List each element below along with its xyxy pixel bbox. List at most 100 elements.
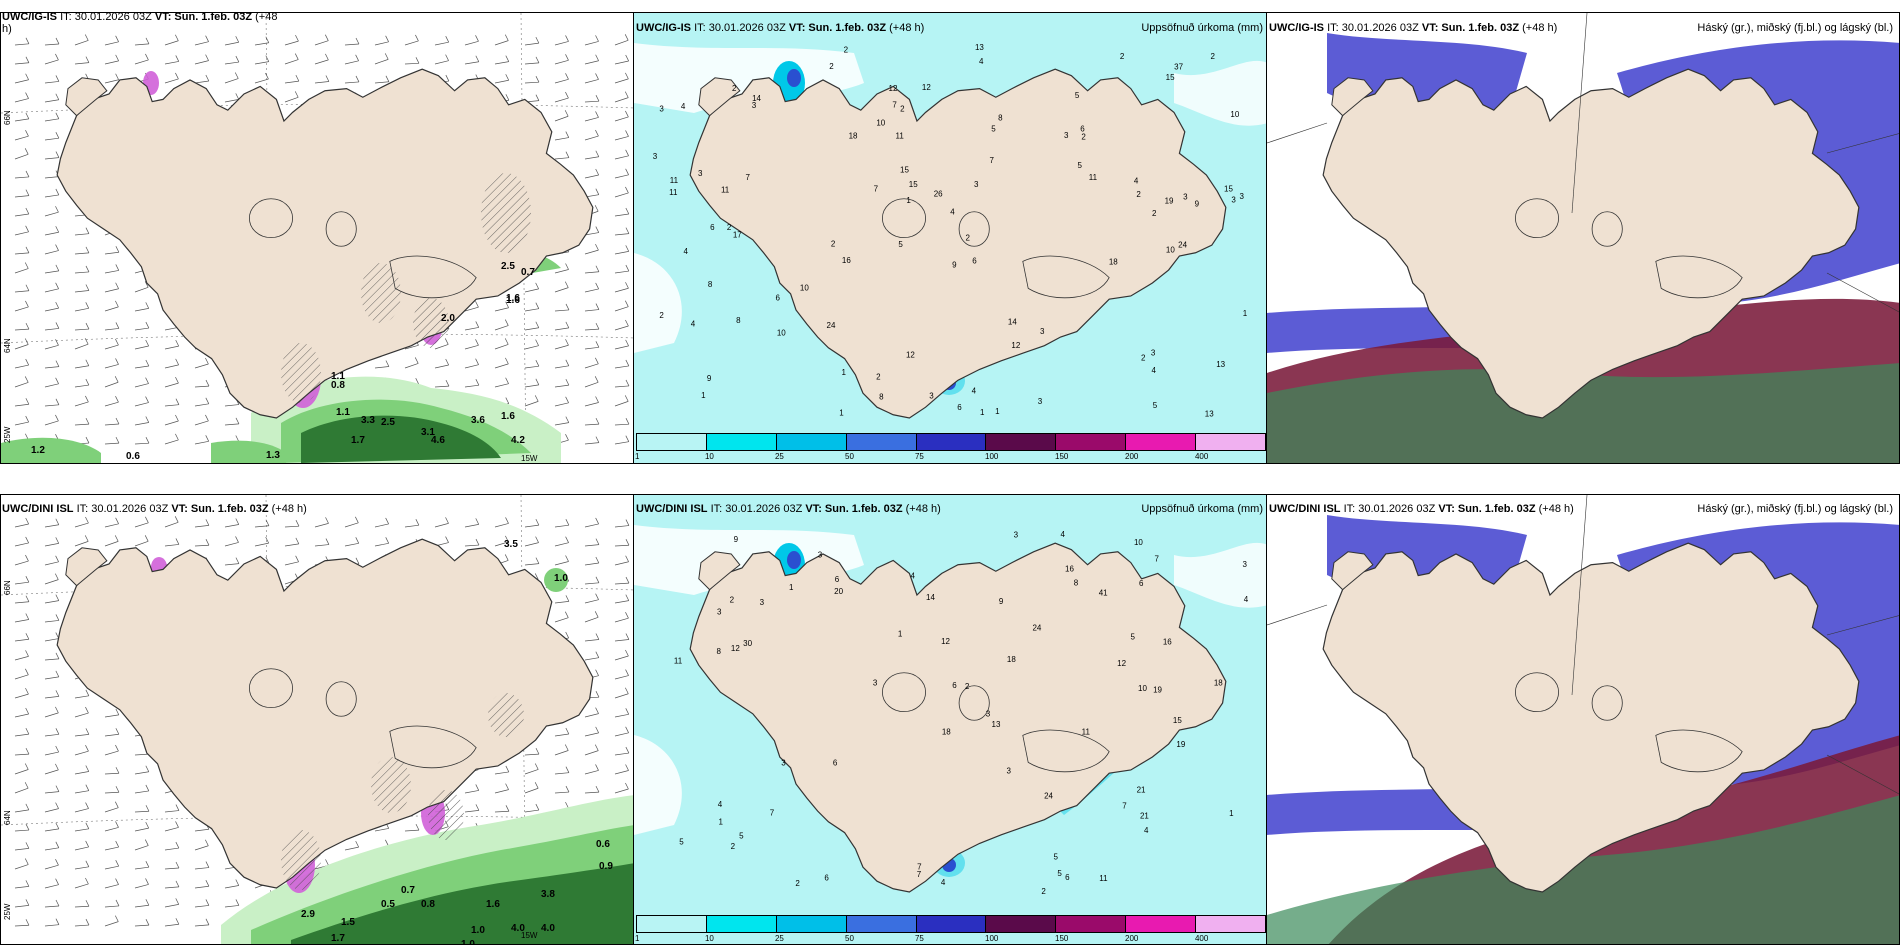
wind-barb-flag (565, 303, 570, 311)
wind-barb (134, 753, 149, 756)
wind-barb-flag (205, 880, 210, 887)
wind-barb-flag (535, 747, 540, 755)
colorbar-tick: 400 (1194, 934, 1209, 943)
wind-barb (104, 288, 119, 293)
wind-barb (524, 769, 539, 775)
wind-barb-flag (25, 747, 30, 755)
wind-barb (314, 544, 329, 547)
wind-barbs (14, 516, 630, 927)
precip-colorbar (636, 915, 1266, 933)
wind-barb (14, 252, 29, 255)
wind-barb-flag (145, 377, 149, 384)
precip-value-label: 3 (929, 392, 934, 401)
wind-barb-flag (415, 519, 420, 526)
glacier-outline (1655, 729, 1743, 773)
wind-barb-flag (475, 518, 480, 525)
wind-barb (614, 561, 629, 566)
lat-label: 64N (3, 810, 12, 825)
wind-barb (464, 61, 479, 65)
precip-value-label: 6 (833, 758, 838, 767)
wind-barb (14, 382, 29, 388)
wind-barb-flag (25, 189, 30, 196)
value-label: 1.1 (336, 407, 350, 418)
precip-value-label: 8 (1074, 579, 1079, 588)
wind-barb (14, 601, 29, 604)
wind-barb-flag (535, 378, 540, 385)
wind-barb (134, 422, 149, 426)
wind-barb-flag (325, 859, 329, 866)
wind-barb-flag (565, 416, 570, 423)
wind-barb-flag (265, 36, 270, 43)
precip-value-label: 7 (892, 100, 897, 109)
wind-barb (254, 42, 269, 46)
wind-barb-flag (595, 396, 599, 403)
precip-value-label: 24 (1178, 240, 1187, 249)
wind-barb-flag (294, 53, 299, 60)
iceland-landmass (689, 68, 1227, 419)
wind-barb-flag (325, 538, 330, 545)
wind-barb (44, 157, 59, 160)
panel-cloud-dini: UWC/DINI ISL IT: 30.01.2026 03Z VT: Sun.… (1266, 494, 1900, 945)
wind-barb (554, 733, 569, 737)
precip-value-label: 3 (1040, 327, 1045, 336)
precip-max (787, 551, 801, 569)
wind-barb-flag (534, 763, 539, 770)
wind-barb (464, 790, 479, 794)
wind-barb (44, 307, 59, 312)
wind-barb (44, 924, 59, 927)
wind-barb (614, 600, 629, 604)
wind-barb (134, 327, 149, 331)
snow-hatch-area (481, 173, 531, 253)
wind-barb (614, 385, 629, 388)
wind-barb-flag (55, 377, 59, 384)
wind-barb (44, 791, 59, 794)
colorbar-swatch (986, 434, 1057, 450)
colorbar-tick: 50 (845, 452, 854, 461)
wind-barb (44, 328, 59, 331)
wind-barb (134, 827, 149, 832)
wind-barb (524, 365, 539, 369)
wind-barb-flag (625, 264, 630, 272)
precip-value-label: 24 (1044, 791, 1053, 800)
wind-barb (614, 39, 629, 46)
value-label: 4.6 (431, 435, 445, 446)
precip-value-label: 4 (950, 208, 955, 217)
precip-value-label: 3 (1183, 192, 1188, 201)
wind-barb (614, 713, 629, 718)
wind-barb-flag (85, 784, 90, 791)
wind-barb-flag (475, 35, 479, 42)
wind-barb-flag (54, 573, 59, 580)
wind-barb (584, 232, 599, 236)
wind-barb (14, 176, 29, 179)
wind-barb-flag (505, 301, 509, 308)
wind-barb-flag (84, 34, 89, 41)
wind-barb-flag (55, 322, 60, 329)
precip-value-label: 1 (906, 196, 911, 205)
wind-barb (314, 523, 329, 528)
wind-barb-flag (385, 75, 390, 82)
wind-barb-flag (55, 414, 59, 422)
wind-barb-flag (295, 555, 299, 562)
wind-barb (194, 828, 209, 832)
wind-barb-flag (595, 633, 600, 640)
snow-hatch-area (371, 757, 411, 813)
wind-barb (584, 309, 599, 312)
wind-barb (524, 384, 539, 388)
wind-barb-flag (205, 519, 210, 526)
wind-barb-flag (565, 727, 570, 735)
wind-barb (14, 864, 29, 870)
wind-barb-flag (25, 880, 30, 887)
wind-barb-flag (265, 55, 270, 62)
colorbar-tick: 400 (1194, 452, 1209, 461)
wind-barb (164, 78, 179, 84)
wind-barb-flag (84, 338, 89, 345)
westfjords-outline (65, 77, 108, 117)
wind-barb (584, 346, 599, 350)
wind-barb (524, 542, 539, 547)
wind-barb-flag (115, 73, 119, 80)
wind-barb (104, 523, 119, 528)
wind-barb-flag (115, 282, 119, 289)
wind-barb-flag (25, 92, 29, 99)
glacier-outline (1022, 255, 1110, 299)
wind-barb-flag (625, 594, 630, 601)
